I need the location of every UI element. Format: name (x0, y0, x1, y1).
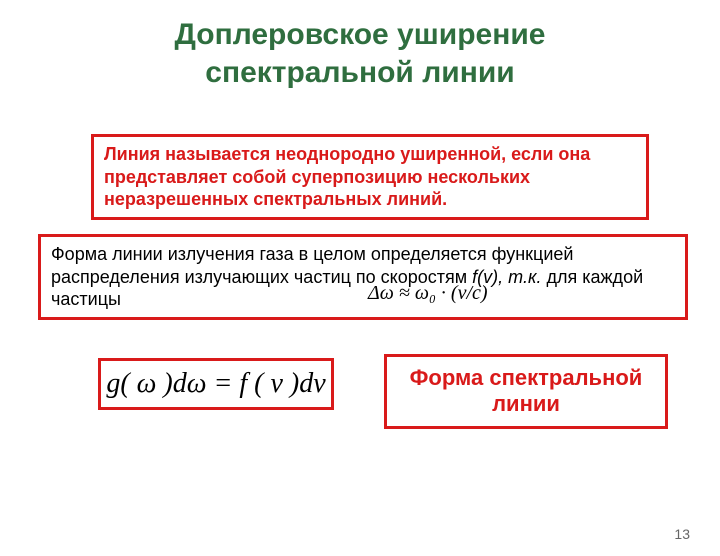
main-formula-box: g( ω )dω = f ( v )dv (98, 358, 334, 410)
slide-title: Доплеровское уширение спектральной линии (0, 16, 720, 91)
description-box: Форма линии излучения газа в целом опред… (38, 234, 688, 320)
shape-label-line1: Форма спектральной (410, 365, 643, 390)
title-line-2: спектральной линии (205, 56, 514, 89)
main-formula: g( ω )dω = f ( v )dv (106, 368, 325, 400)
title-line-1: Доплеровское уширение (175, 18, 546, 51)
shape-label-box: Форма спектральной линии (384, 354, 668, 429)
description-text: Форма линии излучения газа в целом опред… (51, 243, 675, 311)
definition-box: Линия называется неоднородно уширенной, … (91, 134, 649, 220)
shape-label: Форма спектральной линии (410, 365, 643, 418)
inline-formula: Δω ≈ ω₀ · (v/c) (368, 282, 488, 305)
inline-formula-text: Δω ≈ ω₀ · (v/c) (368, 282, 488, 304)
definition-text: Линия называется неоднородно уширенной, … (104, 143, 636, 211)
shape-label-line2: линии (492, 391, 560, 416)
